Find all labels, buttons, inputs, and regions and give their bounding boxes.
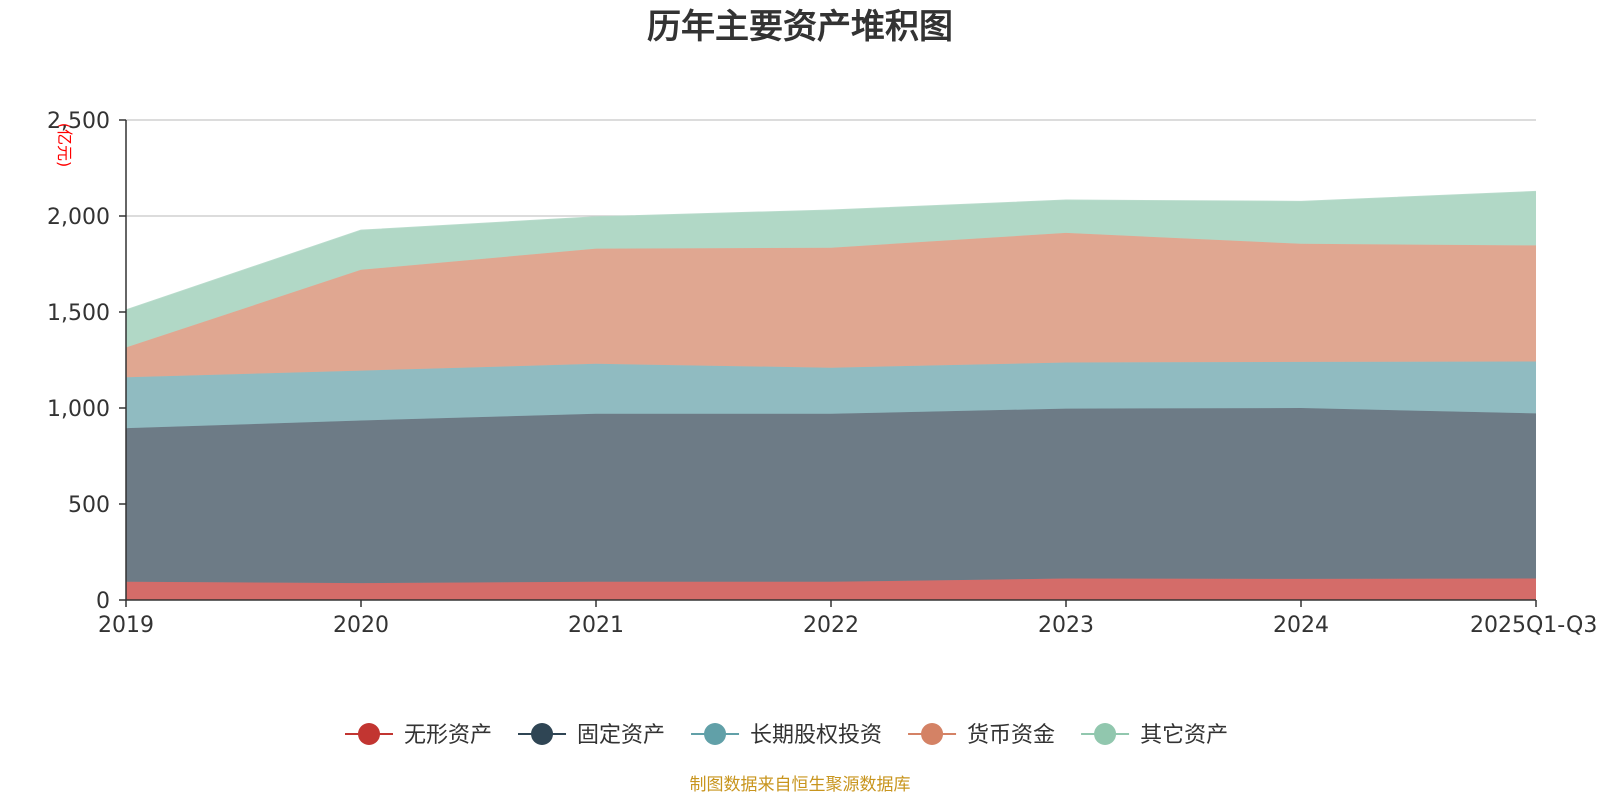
legend-marker [358, 723, 380, 745]
area-edge-series-4 [125, 190, 1537, 311]
legend-item-0: 无形资产 [345, 723, 492, 748]
x-tick-label: 2024 [1273, 613, 1329, 638]
source-note: 制图数据来自恒生聚源数据库 [690, 775, 911, 795]
legend-item-4: 其它资产 [1081, 723, 1228, 748]
area-series-2 [126, 361, 1536, 429]
legend-label: 长期股权投资 [750, 723, 882, 748]
legend-label: 货币资金 [967, 723, 1055, 748]
y-tick-label: 0 [96, 589, 110, 614]
y-tick-label: 1,500 [47, 301, 110, 326]
legend-marker [1094, 723, 1117, 745]
x-axis-ticks: 2019 2020 2021 2022 2023 2024 2025Q1-Q3 [98, 600, 1597, 638]
legend: 无形资产 固定资产 长期股权投资 货币资金 其它资产 [345, 723, 1228, 748]
x-tick-label: 2023 [1038, 613, 1094, 638]
legend-marker [704, 723, 727, 745]
area-series-group [125, 190, 1537, 600]
legend-label: 固定资产 [577, 723, 665, 748]
y-axis-unit-label: (亿元) [55, 123, 74, 168]
y-axis-ticks: 0 500 1,000 1,500 2,000 2,500 [47, 109, 126, 614]
legend-item-1: 固定资产 [518, 723, 665, 748]
area-series-0 [126, 578, 1536, 600]
x-tick-label: 2022 [803, 613, 859, 638]
x-tick-label: 2020 [333, 613, 389, 638]
area-series-4 [126, 191, 1536, 348]
x-tick-label: 2021 [568, 613, 624, 638]
area-series-1 [126, 408, 1536, 584]
y-tick-label: 500 [68, 493, 110, 518]
area-series-3 [126, 232, 1536, 378]
x-tick-label: 2019 [98, 613, 154, 638]
legend-marker [921, 723, 944, 745]
legend-label: 无形资产 [404, 723, 492, 748]
chart-title: 历年主要资产堆积图 [647, 7, 953, 47]
legend-marker [531, 723, 554, 745]
legend-label: 其它资产 [1140, 723, 1228, 748]
x-tick-label: 2025Q1-Q3 [1470, 613, 1597, 638]
legend-item-2: 长期股权投资 [691, 723, 882, 748]
y-tick-label: 2,000 [47, 205, 110, 230]
y-tick-label: 1,000 [47, 397, 110, 422]
legend-item-3: 货币资金 [908, 723, 1055, 748]
y-tick-label: 2,500 [47, 109, 110, 134]
